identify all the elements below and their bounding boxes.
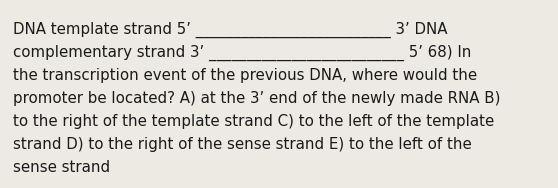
Text: promoter be located? A) at the 3’ end of the newly made RNA B): promoter be located? A) at the 3’ end of… — [13, 91, 501, 106]
Text: the transcription event of the previous DNA, where would the: the transcription event of the previous … — [13, 68, 477, 83]
Text: complementary strand 3’ __________________________ 5’ 68) In: complementary strand 3’ ________________… — [13, 45, 472, 61]
Text: strand D) to the right of the sense strand E) to the left of the: strand D) to the right of the sense stra… — [13, 137, 472, 152]
Text: sense strand: sense strand — [13, 160, 110, 175]
Text: DNA template strand 5’ __________________________ 3’ DNA: DNA template strand 5’ _________________… — [13, 22, 448, 38]
Text: to the right of the template strand C) to the left of the template: to the right of the template strand C) t… — [13, 114, 494, 129]
